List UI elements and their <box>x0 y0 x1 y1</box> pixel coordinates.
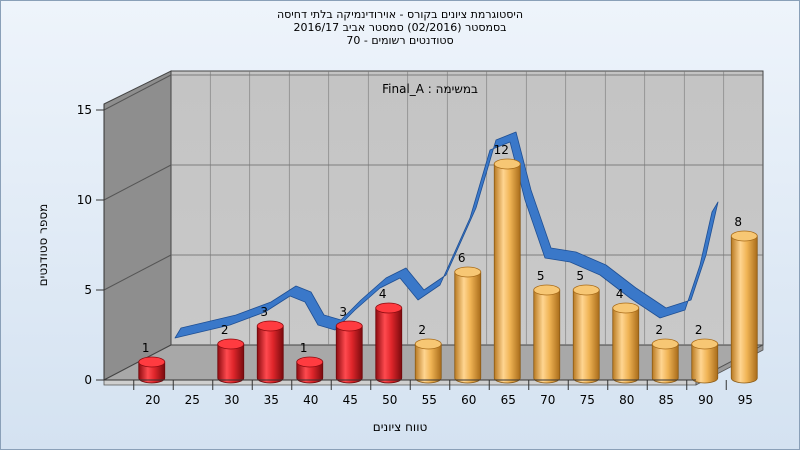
bar-top <box>493 158 521 170</box>
x-tick-label: 60 <box>461 393 476 407</box>
bar: 5 <box>533 269 561 384</box>
bar-top <box>375 302 403 314</box>
bar: 8 <box>730 215 758 384</box>
bar-body <box>335 325 363 384</box>
bar-value-label: 3 <box>339 305 347 319</box>
bar: 3 <box>256 305 284 384</box>
x-tick-label: 25 <box>185 393 200 407</box>
bar-value-label: 1 <box>300 341 308 355</box>
chart-title-line-3: סטודנטים רשומים - 70 <box>346 34 454 47</box>
bar: 12 <box>493 143 521 384</box>
y-tick-label: 15 <box>77 103 92 117</box>
bar: 4 <box>612 287 640 384</box>
bar-body <box>493 163 521 384</box>
bar: 5 <box>572 269 600 384</box>
bar: 4 <box>375 287 403 384</box>
bar-body <box>651 343 679 384</box>
x-tick-label: 20 <box>145 393 160 407</box>
x-tick-label: 75 <box>580 393 595 407</box>
chart-title-block: היסטוגרמת ציונים בקורס - אוירודינמיקה בל… <box>0 8 800 47</box>
bar-body <box>730 235 758 384</box>
bar-body <box>256 325 284 384</box>
x-tick-label: 95 <box>738 393 753 407</box>
bar-body <box>217 343 245 384</box>
bar-top <box>612 302 640 314</box>
bar-body <box>533 289 561 384</box>
bar-top <box>138 356 166 368</box>
bar-body <box>375 307 403 384</box>
bar-body <box>612 307 640 384</box>
bar: 2 <box>414 323 442 384</box>
bar-value-label: 1 <box>142 341 150 355</box>
x-tick-label: 70 <box>540 393 555 407</box>
bar: 3 <box>335 305 363 384</box>
bar-top <box>256 320 284 332</box>
bar-top <box>730 230 758 242</box>
x-tick-label: 40 <box>303 393 318 407</box>
bar-top <box>217 338 245 350</box>
x-tick-label: 55 <box>422 393 437 407</box>
annotation-label: במשימה : Final_A <box>382 82 478 96</box>
bar-body <box>454 271 482 384</box>
x-tick-label: 65 <box>501 393 516 407</box>
x-tick-label: 45 <box>343 393 358 407</box>
bar-top <box>414 338 442 350</box>
left-wall <box>103 70 172 381</box>
bar-value-label: 8 <box>734 215 742 229</box>
y-tick-label: 5 <box>84 283 92 297</box>
bar: 2 <box>691 323 719 384</box>
bar-top <box>572 284 600 296</box>
bar-body <box>296 361 324 384</box>
bar-value-label: 2 <box>221 323 229 337</box>
bar-body <box>414 343 442 384</box>
x-tick-label: 85 <box>659 393 674 407</box>
x-tick-label: 30 <box>224 393 239 407</box>
distribution-curve <box>174 131 719 339</box>
bar: 6 <box>454 251 482 384</box>
bar-value-label: 4 <box>616 287 624 301</box>
bar: 1 <box>296 341 324 384</box>
left-wall-gridline <box>103 164 172 201</box>
bar-value-label: 12 <box>494 143 509 157</box>
x-tick-label: 90 <box>698 393 713 407</box>
bar-body <box>138 361 166 384</box>
x-tick-label: 50 <box>382 393 397 407</box>
bar-value-label: 5 <box>576 269 584 283</box>
bar-top <box>533 284 561 296</box>
bar-top <box>651 338 679 350</box>
x-tick-label: 80 <box>619 393 634 407</box>
bar: 1 <box>138 341 166 384</box>
bar-top <box>296 356 324 368</box>
y-axis-label: מספר סטודנטים <box>36 204 50 287</box>
bar-top <box>691 338 719 350</box>
chart-title-line-2: בסמסטר (02/2016) סמסטר אביב 2016/17 <box>293 21 507 34</box>
y-tick-label: 10 <box>77 193 92 207</box>
y-tick-label: 0 <box>84 373 92 387</box>
bar-value-label: 3 <box>260 305 268 319</box>
bar-top <box>454 266 482 278</box>
bar-body <box>572 289 600 384</box>
bar-top <box>335 320 363 332</box>
bar: 2 <box>651 323 679 384</box>
x-axis-label: טווח ציונים <box>373 420 428 434</box>
bar-value-label: 5 <box>537 269 545 283</box>
bar-value-label: 6 <box>458 251 466 265</box>
bar-value-label: 4 <box>379 287 387 301</box>
x-tick-label: 35 <box>264 393 279 407</box>
bar: 2 <box>217 323 245 384</box>
left-wall-gridline <box>103 254 172 291</box>
bar-body <box>691 343 719 384</box>
bar-value-label: 2 <box>695 323 703 337</box>
bar-value-label: 2 <box>655 323 663 337</box>
left-wall-gridline <box>103 74 172 111</box>
chart-title-line-1: היסטוגרמת ציונים בקורס - אוירודינמיקה בל… <box>276 8 524 21</box>
bar-value-label: 2 <box>418 323 426 337</box>
